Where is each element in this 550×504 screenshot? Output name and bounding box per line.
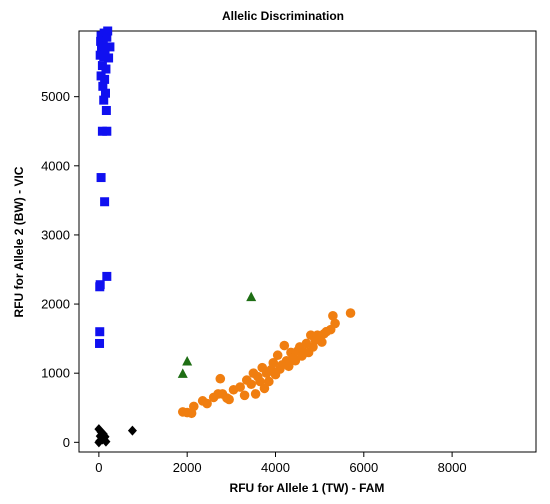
data-point-square xyxy=(101,64,111,74)
data-point-diamond xyxy=(127,425,137,436)
data-point-circle xyxy=(239,390,250,401)
data-point-circle xyxy=(246,379,257,390)
y-tick-label: 0 xyxy=(63,435,70,450)
data-point-circle xyxy=(328,311,338,321)
data-point-circle xyxy=(345,308,356,318)
x-tick-label: 4000 xyxy=(261,460,290,475)
data-point-circle xyxy=(235,382,245,392)
data-point-diamond xyxy=(101,436,111,447)
x-tick-label: 6000 xyxy=(349,460,378,475)
x-axis-title: RFU for Allele 1 (TW) - FAM xyxy=(230,481,385,495)
x-tick-label: 0 xyxy=(95,460,102,475)
data-point-square xyxy=(98,81,108,91)
data-point-square xyxy=(98,38,108,48)
data-point-circle xyxy=(264,376,274,387)
data-point-square xyxy=(102,271,112,281)
data-point-circle xyxy=(283,361,294,372)
data-point-square xyxy=(95,338,105,348)
x-tick-label: 2000 xyxy=(173,460,202,475)
data-point-triangle xyxy=(177,368,188,378)
data-point-circle xyxy=(202,398,212,409)
y-axis-title: RFU for Allele 2 (BW) - VIC xyxy=(12,166,26,317)
data-points xyxy=(94,26,356,448)
data-point-diamond xyxy=(94,437,104,448)
plot-area-frame xyxy=(78,30,537,453)
data-point-square xyxy=(105,42,115,52)
data-point-circle xyxy=(189,401,199,412)
y-axis: 0 1000 2000 3000 4000 5000 xyxy=(41,89,79,450)
data-point-triangle xyxy=(246,291,257,302)
data-point-circle xyxy=(215,373,226,384)
y-tick-label: 2000 xyxy=(41,297,70,312)
data-point-square xyxy=(100,197,110,207)
data-point-square xyxy=(99,95,109,105)
data-point-circle xyxy=(279,340,290,351)
data-point-square xyxy=(100,74,110,84)
x-axis: 0 2000 4000 6000 8000 xyxy=(95,452,467,475)
y-tick-label: 3000 xyxy=(41,227,70,242)
y-tick-label: 5000 xyxy=(41,89,70,104)
data-point-square xyxy=(103,26,113,36)
data-point-square xyxy=(102,126,112,136)
data-point-circle xyxy=(268,358,279,368)
y-tick-label: 4000 xyxy=(41,158,70,173)
data-point-circle xyxy=(330,318,340,329)
data-point-square xyxy=(104,53,114,63)
data-point-circle xyxy=(317,337,327,347)
data-point-circle xyxy=(259,383,270,394)
data-point-square xyxy=(100,47,110,57)
data-point-square xyxy=(95,282,105,292)
x-tick-label: 8000 xyxy=(438,460,467,475)
y-tick-label: 1000 xyxy=(41,366,70,381)
data-point-square xyxy=(101,105,111,115)
data-point-circle xyxy=(272,350,283,361)
data-point-triangle xyxy=(182,355,193,366)
data-point-square xyxy=(102,32,112,42)
data-point-circle xyxy=(250,389,261,399)
data-point-square xyxy=(100,88,110,98)
data-point-circle xyxy=(290,355,301,366)
data-point-square xyxy=(96,173,106,183)
data-point-circle xyxy=(224,394,234,405)
chart-title: Allelic Discrimination xyxy=(222,9,344,23)
data-point-square xyxy=(99,52,109,62)
data-point-circle xyxy=(255,376,265,387)
data-point-square xyxy=(95,327,105,337)
